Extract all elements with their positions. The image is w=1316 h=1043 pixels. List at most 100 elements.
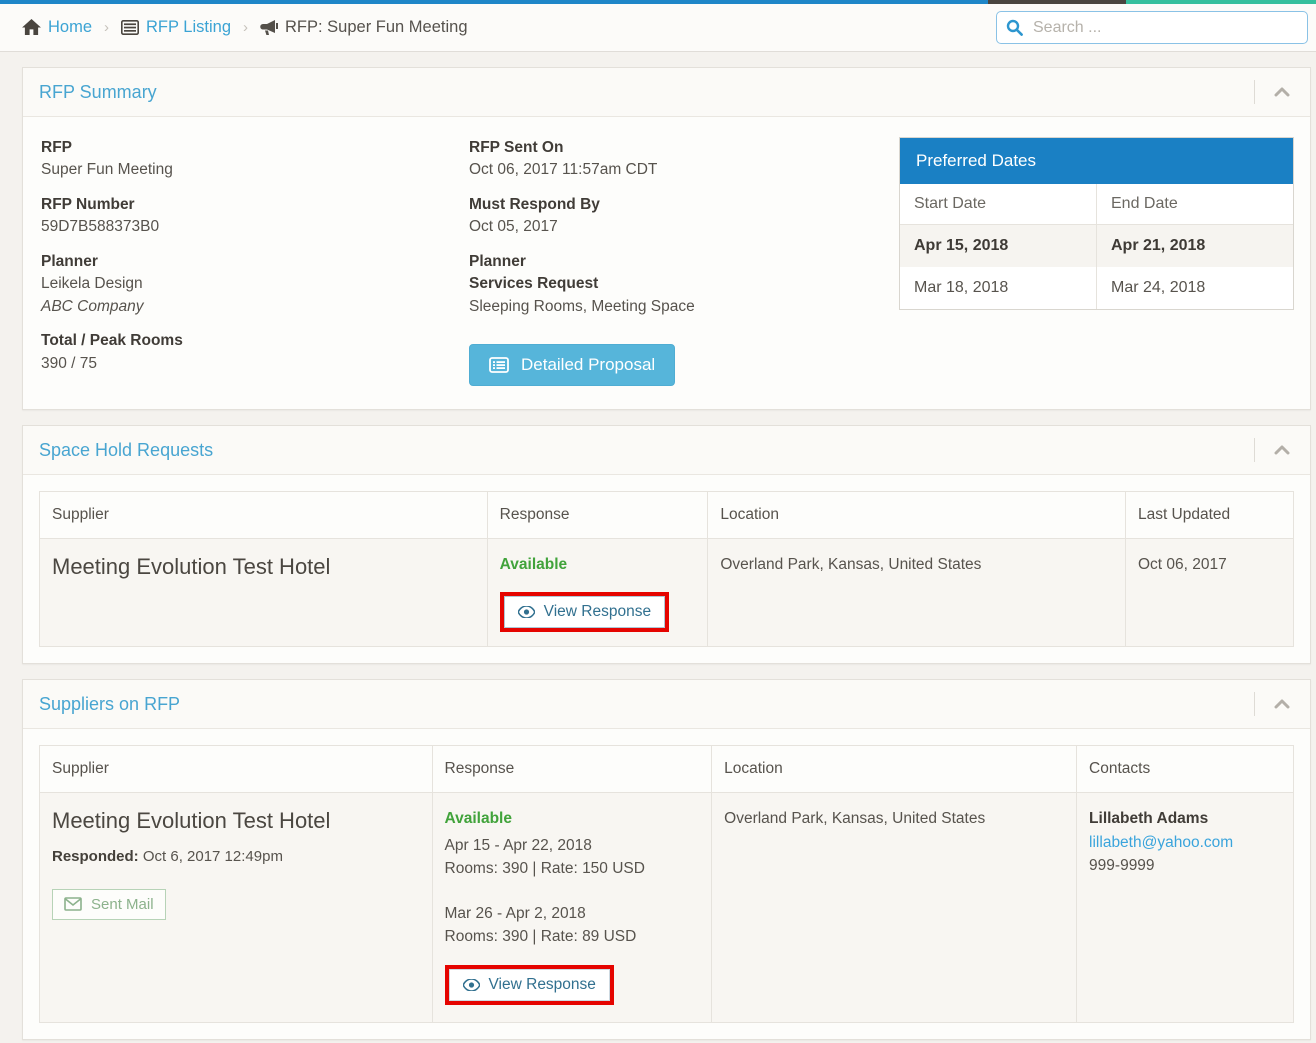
- status-badge: Available: [499, 556, 568, 574]
- preferred-dates-row: Mar 18, 2018 Mar 24, 2018: [900, 267, 1293, 309]
- supplier-name: Meeting Evolution Test Hotel: [52, 554, 331, 580]
- availability-details: Rooms: 390 | Rate: 89 USD: [444, 928, 637, 946]
- column-start-date: Start Date: [900, 184, 1097, 225]
- column-contacts: Contacts: [1076, 745, 1294, 794]
- last-updated-cell: Oct 06, 2017: [1124, 538, 1295, 648]
- top-accent-strip: [0, 0, 1316, 4]
- field-label: Planner: [469, 252, 526, 270]
- rfp-summary-column-3: Preferred Dates Start Date End Date Apr …: [899, 137, 1294, 387]
- breadcrumb-home-label: Home: [48, 18, 93, 36]
- space-hold-heading: Space Hold Requests: [23, 426, 1310, 476]
- annotation-red-box: View Response: [499, 592, 670, 633]
- field-label: RFP Number: [41, 195, 135, 213]
- breadcrumb-separator: ›: [104, 19, 110, 36]
- responded-line: Responded: Oct 6, 2017 12:49pm: [52, 846, 420, 869]
- sent-mail-label: Sent Mail: [91, 895, 154, 913]
- rfp-summary-heading: RFP Summary: [23, 68, 1310, 117]
- supplier-cell: Meeting Evolution Test Hotel: [39, 538, 488, 648]
- column-end-date: End Date: [1096, 184, 1293, 225]
- column-response: Response: [431, 745, 713, 794]
- table-row: Meeting Evolution Test Hotel Available: [39, 538, 1295, 648]
- column-supplier: Supplier: [39, 745, 433, 794]
- field-value: Oct 06, 2017 11:57am CDT: [469, 161, 658, 179]
- field-total-peak-rooms: Total / Peak Rooms 390 / 75: [41, 330, 469, 375]
- field-value: 59D7B588373B0: [41, 218, 160, 236]
- contact-email-link[interactable]: lillabeth@yahoo.com: [1089, 833, 1234, 851]
- table-header-row: Supplier Response Location Last Updated: [39, 491, 1295, 540]
- annotation-red-box: View Response: [444, 964, 614, 1005]
- suppliers-heading: Suppliers on RFP: [23, 680, 1310, 730]
- heading-tools: [1254, 692, 1294, 717]
- contact-name: Lillabeth Adams: [1089, 810, 1209, 828]
- megaphone-icon: [260, 19, 278, 35]
- responded-value: Oct 6, 2017 12:49pm: [142, 848, 283, 866]
- contacts-cell: Lillabeth Adams lillabeth@yahoo.com 999-…: [1076, 792, 1294, 1024]
- space-hold-requests-panel: Space Hold Requests Supplier Response Lo…: [22, 425, 1311, 665]
- availability-details: Rooms: 390 | Rate: 150 USD: [444, 859, 645, 877]
- response-cell: Available View Response: [486, 538, 709, 648]
- field-rfp-sent-on: RFP Sent On Oct 06, 2017 11:57am CDT: [469, 137, 899, 182]
- rfp-summary-panel: RFP Summary RFP Super Fun Meeting RFP Nu…: [22, 67, 1311, 411]
- field-label: Planner: [41, 252, 98, 270]
- breadcrumb-current-label: RFP: Super Fun Meeting: [285, 18, 468, 36]
- view-response-button[interactable]: View Response: [503, 596, 666, 629]
- view-response-label: View Response: [543, 603, 652, 621]
- contact-phone: 999-9999: [1089, 856, 1155, 874]
- breadcrumb: Home › RFP Listing › RFP: Super: [22, 18, 468, 37]
- field-rfp-number: RFP Number 59D7B588373B0: [41, 194, 469, 239]
- search-input[interactable]: [996, 11, 1308, 44]
- collapse-suppliers-button[interactable]: [1270, 695, 1294, 714]
- field-label: RFP: [41, 139, 72, 156]
- breadcrumb-home-link[interactable]: Home: [22, 18, 92, 37]
- sent-mail-button[interactable]: Sent Mail: [52, 888, 166, 920]
- availability-dates: Apr 15 - Apr 22, 2018: [444, 836, 592, 854]
- preferred-dates-table: Preferred Dates Start Date End Date Apr …: [899, 137, 1294, 310]
- space-hold-table: Supplier Response Location Last Updated …: [39, 491, 1295, 648]
- field-value: Sleeping Rooms, Meeting Space: [469, 297, 695, 315]
- availability-block: Mar 26 - Apr 2, 2018 Rooms: 390 | Rate: …: [445, 902, 700, 949]
- heading-tools: [1254, 80, 1294, 104]
- end-date-value: Apr 21, 2018: [1096, 224, 1293, 267]
- preferred-dates-header: Preferred Dates: [900, 138, 1293, 184]
- field-value: Oct 05, 2017: [469, 218, 558, 236]
- preferred-dates-header-row: Start Date End Date: [900, 184, 1293, 225]
- list-alt-icon: [489, 357, 509, 374]
- breadcrumb-rfp-listing-link[interactable]: RFP Listing: [121, 18, 231, 37]
- accent-segment-blue: [0, 0, 989, 4]
- heading-divider: [1254, 438, 1255, 463]
- collapse-space-hold-button[interactable]: [1270, 441, 1294, 460]
- space-hold-body: Supplier Response Location Last Updated …: [23, 475, 1310, 663]
- accent-segment-teal: [1126, 0, 1316, 4]
- table-header-row: Supplier Response Location Contacts: [39, 745, 1294, 794]
- field-value: 390 / 75: [41, 354, 98, 372]
- collapse-rfp-summary-button[interactable]: [1270, 83, 1294, 102]
- field-must-respond-by: Must Respond By Oct 05, 2017: [469, 194, 899, 239]
- supplier-cell: Meeting Evolution Test Hotel Responded: …: [39, 792, 433, 1024]
- location-cell: Overland Park, Kansas, United States: [707, 538, 1126, 648]
- field-planner-services-request: Planner Services Request Sleeping Rooms,…: [469, 251, 899, 318]
- envelope-icon: [64, 897, 82, 911]
- suppliers-table: Supplier Response Location Contacts Meet…: [39, 745, 1294, 1024]
- table-row: Meeting Evolution Test Hotel Responded: …: [39, 792, 1294, 1024]
- eye-icon: [462, 978, 480, 991]
- field-planner: Planner Leikela Design ABC Company: [41, 251, 469, 318]
- start-date-value: Mar 18, 2018: [900, 267, 1097, 309]
- detailed-proposal-button[interactable]: Detailed Proposal: [469, 344, 676, 387]
- field-value: Leikela Design: [41, 275, 143, 293]
- list-icon: [121, 20, 140, 35]
- suppliers-title: Suppliers on RFP: [39, 693, 181, 714]
- rfp-summary-column-1: RFP Super Fun Meeting RFP Number 59D7B58…: [41, 137, 469, 387]
- preferred-dates-row: Apr 15, 2018 Apr 21, 2018: [900, 224, 1293, 267]
- chevron-up-icon: [1274, 87, 1290, 96]
- column-location: Location: [707, 491, 1126, 540]
- heading-divider: [1254, 80, 1255, 104]
- chevron-up-icon: [1274, 445, 1290, 455]
- field-label: Must Respond By: [469, 195, 600, 213]
- view-response-button[interactable]: View Response: [448, 968, 610, 1001]
- heading-tools: [1254, 438, 1294, 463]
- start-date-value: Apr 15, 2018: [900, 224, 1097, 267]
- supplier-name: Meeting Evolution Test Hotel: [52, 808, 331, 834]
- suppliers-body: Supplier Response Location Contacts Meet…: [23, 729, 1310, 1039]
- field-value: Super Fun Meeting: [41, 161, 173, 179]
- detailed-proposal-label: Detailed Proposal: [521, 355, 656, 375]
